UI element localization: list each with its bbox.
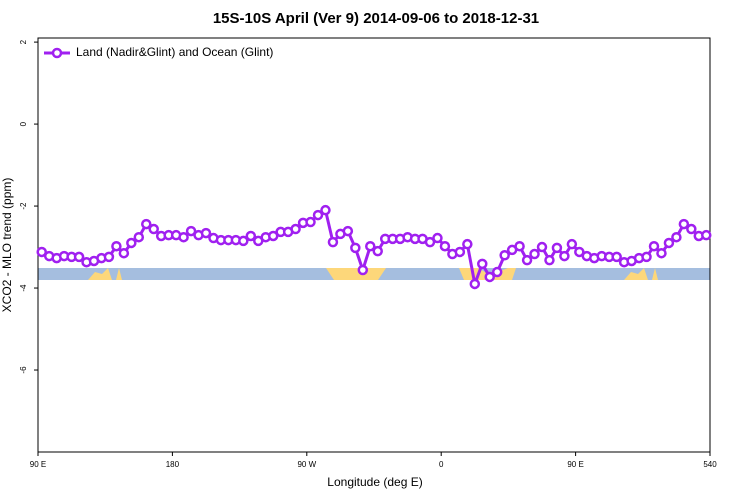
data-point [245,230,257,242]
x-tick-label: 90 W [297,460,316,469]
data-point [238,235,249,247]
data-point [491,266,503,278]
data-point [462,238,473,250]
data-point [686,223,697,235]
data-point [701,229,712,241]
data-point [133,231,145,243]
legend-label: Land (Nadir&Glint) and Ocean (Glint) [76,45,273,59]
data-point [103,251,115,263]
data-point [574,246,585,258]
data-point [469,278,481,290]
y-tick-label: -6 [19,366,28,374]
data-point [566,238,578,250]
data-point [439,240,451,252]
data-point [521,254,533,266]
y-tick-label: 2 [19,39,28,44]
x-tick-label: 0 [439,460,444,469]
y-tick-label: -4 [19,284,28,292]
y-tick-label: 0 [19,121,28,126]
data-point [514,240,525,252]
data-point [477,258,488,270]
data-point [529,248,540,260]
data-point [559,250,570,262]
x-tick-label: 540 [703,460,717,469]
x-tick-label: 180 [166,460,180,469]
data-point [611,251,622,263]
data-point [663,237,675,249]
plot-frame [37,37,711,453]
data-point [365,240,376,252]
data-point [73,251,85,263]
data-point [305,216,316,228]
data-point [185,225,197,237]
data-point [327,236,339,248]
data-point [678,218,690,230]
legend-marker [51,47,63,59]
data-point [126,237,137,249]
data-point [641,251,652,263]
data-point [454,246,466,258]
data-point [290,223,301,235]
x-tick-label: 90 E [30,460,46,469]
x-tick-label: 90 E [567,460,583,469]
x-axis-label: Longitude (deg E) [327,475,422,489]
chart-title: 15S-10S April (Ver 9) 2014-09-06 to 2018… [213,10,539,27]
data-point [671,231,682,243]
data-point [536,241,548,253]
data-point [484,271,495,283]
data-point [267,230,279,242]
data-point [544,254,555,266]
y-axis-label: XCO2 - MLO trend (ppm) [0,178,14,313]
data-point [424,236,436,248]
data-point [118,247,130,259]
data-point [432,232,443,244]
data-point [656,247,667,259]
data-point [648,240,660,252]
data-point [342,225,354,237]
data-point [148,223,159,235]
data-point [320,204,331,216]
data-point [178,231,189,243]
data-point [200,227,212,239]
surface-strip [38,268,710,280]
data-point [357,264,369,276]
data-point [499,249,510,261]
data-point [372,245,383,257]
y-tick-label: -2 [19,202,28,210]
data-point [111,240,122,252]
data-point [36,246,47,258]
data-point [141,218,152,230]
data-point [312,209,324,221]
data-point [551,242,563,254]
data-point [350,242,361,254]
